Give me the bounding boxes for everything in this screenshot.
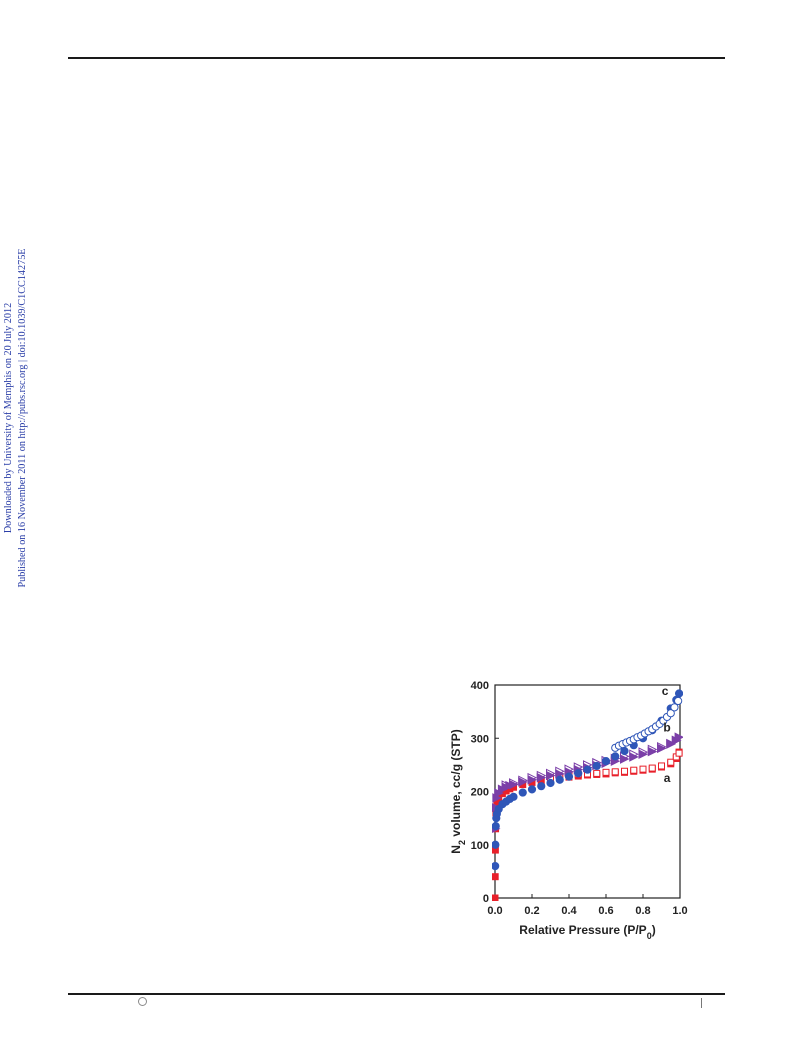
- series-b-adsorption-point: [527, 774, 538, 785]
- series-c-adsorption-point: [611, 752, 620, 761]
- curve-label-a: a: [664, 771, 671, 785]
- series-c-desorption-point: [666, 709, 675, 718]
- download-banner-line-2[interactable]: Published on 16 November 2011 on http://…: [17, 248, 28, 588]
- series-c-adsorption-point: [527, 785, 537, 794]
- footer-circle-icon: [138, 997, 147, 1006]
- series-a-desorption-point: [593, 769, 601, 777]
- y-tick-label: 100: [471, 840, 489, 852]
- series-c-adsorption-point: [555, 775, 564, 784]
- footer-divider: [701, 998, 702, 1008]
- isotherm-chart: 0.0 0.2 0.4 0.6 0.8 1.0 0 100 200 300 400 Relative …: [449, 680, 688, 941]
- series-c-adsorption-point: [492, 861, 500, 871]
- series-a-desorption-point: [675, 749, 683, 757]
- y-tick-label: 200: [471, 787, 489, 799]
- series-a-desorption-point: [611, 768, 619, 776]
- curve-label-b: b: [663, 721, 670, 735]
- x-tick-label: 0.2: [524, 905, 539, 917]
- header-rule: [68, 57, 725, 59]
- series-a-desorption-point: [658, 762, 665, 770]
- series-a-desorption-point: [639, 765, 647, 773]
- footer-rule: [68, 993, 725, 995]
- x-tick-label: 1.0: [672, 905, 687, 917]
- series-c-adsorption-point: [620, 746, 629, 756]
- series-c-adsorption-point: [674, 689, 683, 698]
- series-c-adsorption-point: [574, 769, 583, 778]
- series-c-adsorption-point: [492, 840, 500, 849]
- x-tick-label: 0.0: [487, 905, 502, 917]
- data-layer: [492, 689, 683, 901]
- x-tick-label: 0.6: [598, 905, 613, 917]
- series-c-adsorption-point: [592, 761, 601, 771]
- series-b-adsorption-point: [518, 777, 528, 787]
- y-tick-label: 0: [483, 893, 489, 905]
- series-a-adsorption-point: [492, 873, 499, 881]
- series-b-adsorption-point: [666, 739, 676, 749]
- series-c-adsorption-point: [564, 772, 574, 781]
- series-a-desorption-point: [630, 766, 638, 774]
- y-axis-title: N2 volume, cc/g (STP): [449, 729, 467, 853]
- series-b-adsorption-point: [620, 754, 630, 764]
- series-b-adsorption-point: [657, 743, 667, 754]
- series-b-adsorption-point: [629, 752, 639, 762]
- series-a-desorption-point: [667, 758, 675, 766]
- series-c-adsorption-point: [518, 788, 527, 797]
- series-b-adsorption-point: [638, 749, 649, 760]
- x-axis-title: Relative Pressure (P/P0): [519, 923, 655, 941]
- series-a-desorption-point: [621, 767, 628, 775]
- series-b-adsorption-point: [509, 779, 519, 790]
- series-c-adsorption-point: [509, 792, 518, 801]
- series-b-adsorption-point: [674, 732, 683, 742]
- isotherm-figure: 0.0 0.2 0.4 0.6 0.8 1.0 0 100 200 300 400 Relative …: [430, 668, 700, 948]
- y-tick-label: 400: [471, 680, 489, 692]
- series-c-adsorption-point: [601, 757, 611, 766]
- x-tick-label: 0.4: [561, 905, 577, 917]
- x-tick-label: 0.8: [635, 905, 650, 917]
- series-b-adsorption-point: [536, 772, 547, 783]
- series-c-desorption-point: [670, 703, 679, 712]
- y-tick-label: 300: [471, 733, 489, 745]
- series-c-desorption-point: [674, 696, 683, 706]
- series-a-desorption-point: [648, 764, 656, 772]
- series-c-adsorption-point: [537, 782, 546, 791]
- download-banner-line-1[interactable]: Downloaded by University of Memphis on 2…: [3, 302, 14, 534]
- series-c-adsorption-point: [583, 765, 592, 774]
- series-a-desorption-point: [602, 768, 610, 776]
- series-b-adsorption-point: [546, 770, 556, 781]
- curve-label-c: c: [662, 684, 669, 698]
- series-c-adsorption-point: [546, 778, 555, 788]
- series-b-adsorption-point: [647, 746, 658, 757]
- series-c-adsorption-point: [492, 822, 500, 831]
- series-a-adsorption-point: [492, 894, 499, 901]
- download-banner: Downloaded by University of Memphis on 2…: [2, 228, 34, 608]
